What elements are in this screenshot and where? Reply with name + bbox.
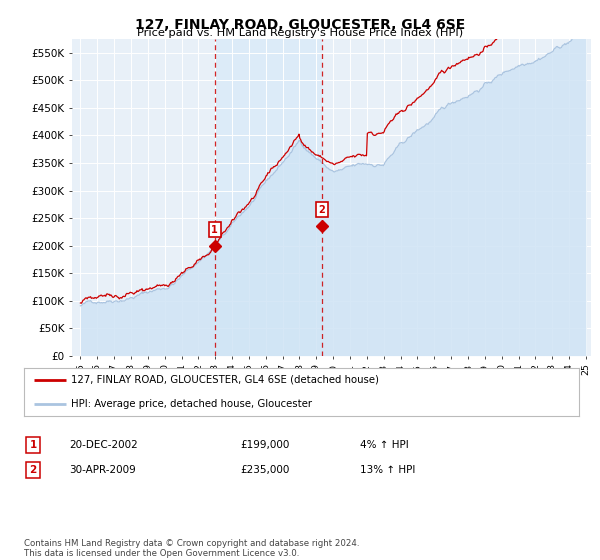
Text: Price paid vs. HM Land Registry's House Price Index (HPI): Price paid vs. HM Land Registry's House … (137, 28, 463, 38)
Text: 1: 1 (211, 225, 218, 235)
Text: HPI: Average price, detached house, Gloucester: HPI: Average price, detached house, Glou… (71, 399, 312, 409)
Text: 30-APR-2009: 30-APR-2009 (69, 465, 136, 475)
Text: Contains HM Land Registry data © Crown copyright and database right 2024.
This d: Contains HM Land Registry data © Crown c… (24, 539, 359, 558)
Text: 127, FINLAY ROAD, GLOUCESTER, GL4 6SE (detached house): 127, FINLAY ROAD, GLOUCESTER, GL4 6SE (d… (71, 375, 379, 385)
Text: £199,000: £199,000 (240, 440, 289, 450)
Bar (215, 39, 322, 356)
Text: 20-DEC-2002: 20-DEC-2002 (69, 440, 138, 450)
Text: £235,000: £235,000 (240, 465, 289, 475)
Text: 127, FINLAY ROAD, GLOUCESTER, GL4 6SE: 127, FINLAY ROAD, GLOUCESTER, GL4 6SE (135, 18, 465, 32)
Text: 2: 2 (319, 205, 325, 215)
Text: 2: 2 (29, 465, 37, 475)
Text: 4% ↑ HPI: 4% ↑ HPI (360, 440, 409, 450)
Text: 13% ↑ HPI: 13% ↑ HPI (360, 465, 415, 475)
Text: 1: 1 (29, 440, 37, 450)
